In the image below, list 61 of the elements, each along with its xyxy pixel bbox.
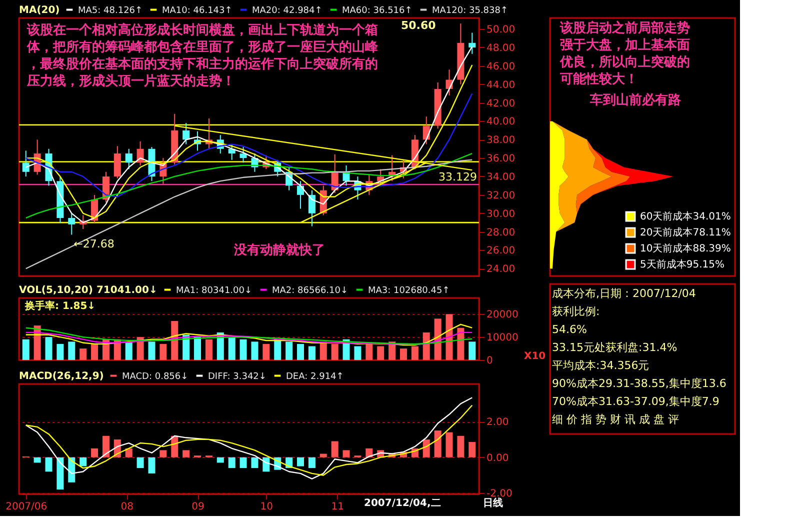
y-tick-label: 30.00 xyxy=(486,208,516,220)
annotation: 换手率: 1.85↓ xyxy=(24,300,96,312)
annotation: 该股在一个相对高位形成长时间横盘，画出上下轨道为一个箱体，把所有的筹码峰都包含在里面了，形成了一座巨大的山峰，最终股价在基本面的支持下和主力的运作下向上突破所有的压力线，形成头顶一片蓝天的走势！ xyxy=(26,22,379,89)
legend-label: 10天前成本88.39% xyxy=(640,242,731,254)
annotation: 50.60 xyxy=(401,19,436,32)
text: 90%成本29.31-38.55,集中度13.6 xyxy=(552,377,726,390)
legend-label: 60天前成本34.01% xyxy=(640,210,731,222)
legend-label: MA3: 102680.45↑ xyxy=(368,286,450,296)
legend-label: MACD: 0.856↓ xyxy=(122,372,188,382)
x-tick-label: 09 xyxy=(192,502,204,512)
legend-label: MA120: 35.838↑ xyxy=(432,6,508,16)
y-tick-label: 44.00 xyxy=(486,80,516,91)
legend-label: 20天前成本78.11% xyxy=(640,226,731,238)
y-tick-label: 26.00 xyxy=(486,246,516,257)
legend-label: MA2: 86566.10↓ xyxy=(272,286,348,296)
y-tick-label: 42.00 xyxy=(486,98,516,110)
y-tick-label: 32.00 xyxy=(486,190,516,202)
annotation: 车到山前必有路 xyxy=(589,92,681,108)
y-tick-label: 36.00 xyxy=(486,154,516,165)
legend-label: MA60: 36.516↑ xyxy=(342,6,412,16)
legend-title: MA(20) xyxy=(19,5,60,16)
text: 成本分布,日期：2007/12/04 xyxy=(552,287,696,300)
text: 日线 xyxy=(483,497,503,509)
y-tick-label: 40.00 xyxy=(486,116,516,128)
legend-label: DIFF: 3.342↓ xyxy=(208,372,266,382)
x-tick-label: 11 xyxy=(331,502,344,512)
text: 细 价 指 势 财 讯 成 盘 评 xyxy=(552,413,679,426)
legend-label: MA10: 46.143↑ xyxy=(162,6,232,16)
x-tick-label: 08 xyxy=(120,502,134,512)
legend-label: MA5: 48.126↑ xyxy=(78,6,143,16)
ref-line-label: 33.129 xyxy=(438,170,477,184)
y-tick-label: 48.00 xyxy=(486,42,516,54)
y-tick-label: 28.00 xyxy=(486,227,516,238)
y-tick-label: 0.00 xyxy=(486,452,509,464)
y-tick-label: 0 xyxy=(486,356,493,366)
x-tick-label: 2007/06 xyxy=(6,502,48,512)
annotation: 没有动静就快了 xyxy=(233,242,325,258)
y-tick-label: 34.00 xyxy=(486,172,516,183)
text: 获利比例: xyxy=(552,305,600,318)
text: X10 xyxy=(524,351,546,362)
y-tick-label: 46.00 xyxy=(486,61,516,72)
legend-label: MA20: 42.984↑ xyxy=(252,6,322,16)
legend-label: MA1: 80341.00↓ xyxy=(176,286,252,296)
y-tick-label: 20000 xyxy=(486,310,518,321)
y-tick-label: 38.00 xyxy=(486,135,516,146)
legend-label: 5天前成本95.15% xyxy=(640,258,724,270)
text: 70%成本31.63-37.09,集中度7.9 xyxy=(552,395,720,408)
text: 33.15元处获利盘:31.4% xyxy=(552,341,678,354)
text: 54.6% xyxy=(552,323,587,336)
y-tick-label: 24.00 xyxy=(486,264,516,276)
text: 2007/12/04,二 xyxy=(364,498,441,509)
annotation: 该股启动之前局部走势强于大盘，加上基本面优良，所以向上突破的可能性较大！ xyxy=(559,20,690,87)
annotation: ←27.68 xyxy=(74,238,114,251)
y-tick-label: 50.00 xyxy=(486,24,516,36)
x-tick-label: 10 xyxy=(260,502,274,512)
text: 平均成本:34.356元 xyxy=(552,359,650,372)
legend-title: MACD(26,12,9) xyxy=(19,371,104,382)
legend-label: DEA: 2.914↑ xyxy=(286,372,344,382)
y-tick-label: 2.00 xyxy=(486,417,509,428)
y-tick-label: 10000 xyxy=(486,332,518,344)
legend-title: VOL(5,10,20) 71041.00↓ xyxy=(19,285,158,296)
